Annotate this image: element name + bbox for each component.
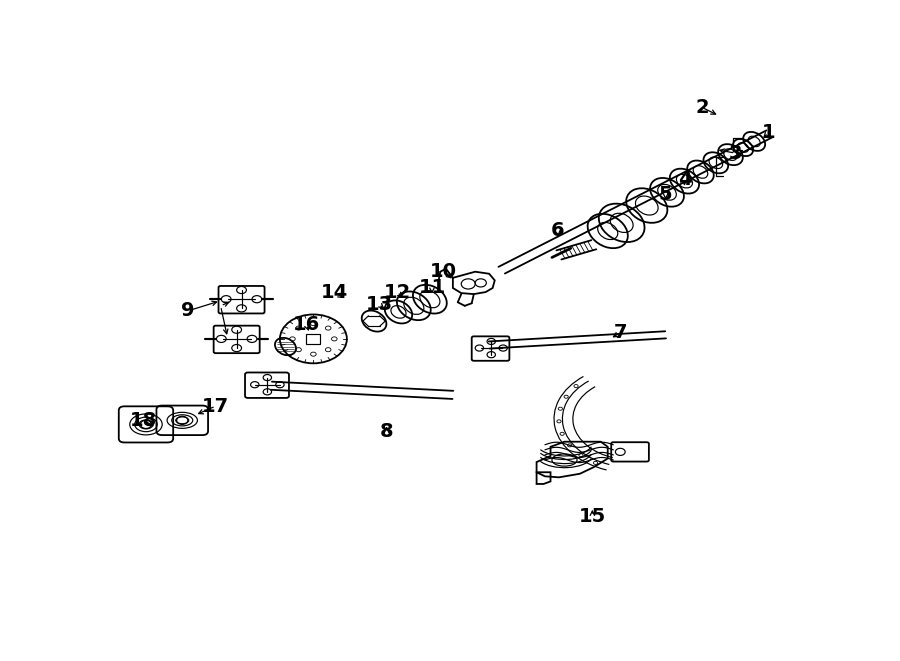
Text: 15: 15: [579, 506, 606, 525]
Text: 9: 9: [181, 301, 194, 321]
Text: 17: 17: [202, 397, 230, 416]
Text: 16: 16: [292, 315, 320, 334]
Text: 14: 14: [320, 282, 348, 301]
Text: 12: 12: [383, 282, 410, 301]
Text: 10: 10: [430, 262, 457, 281]
Text: 4: 4: [678, 170, 691, 189]
Text: 11: 11: [418, 278, 446, 297]
Text: 13: 13: [365, 295, 392, 314]
Text: 3: 3: [729, 143, 742, 163]
Text: 18: 18: [130, 411, 158, 430]
Text: 5: 5: [659, 185, 672, 204]
Bar: [306, 334, 320, 344]
Text: 1: 1: [761, 123, 775, 142]
Text: 2: 2: [695, 98, 708, 117]
Text: 8: 8: [380, 422, 393, 441]
Text: 7: 7: [614, 323, 627, 342]
Text: 6: 6: [551, 221, 564, 240]
